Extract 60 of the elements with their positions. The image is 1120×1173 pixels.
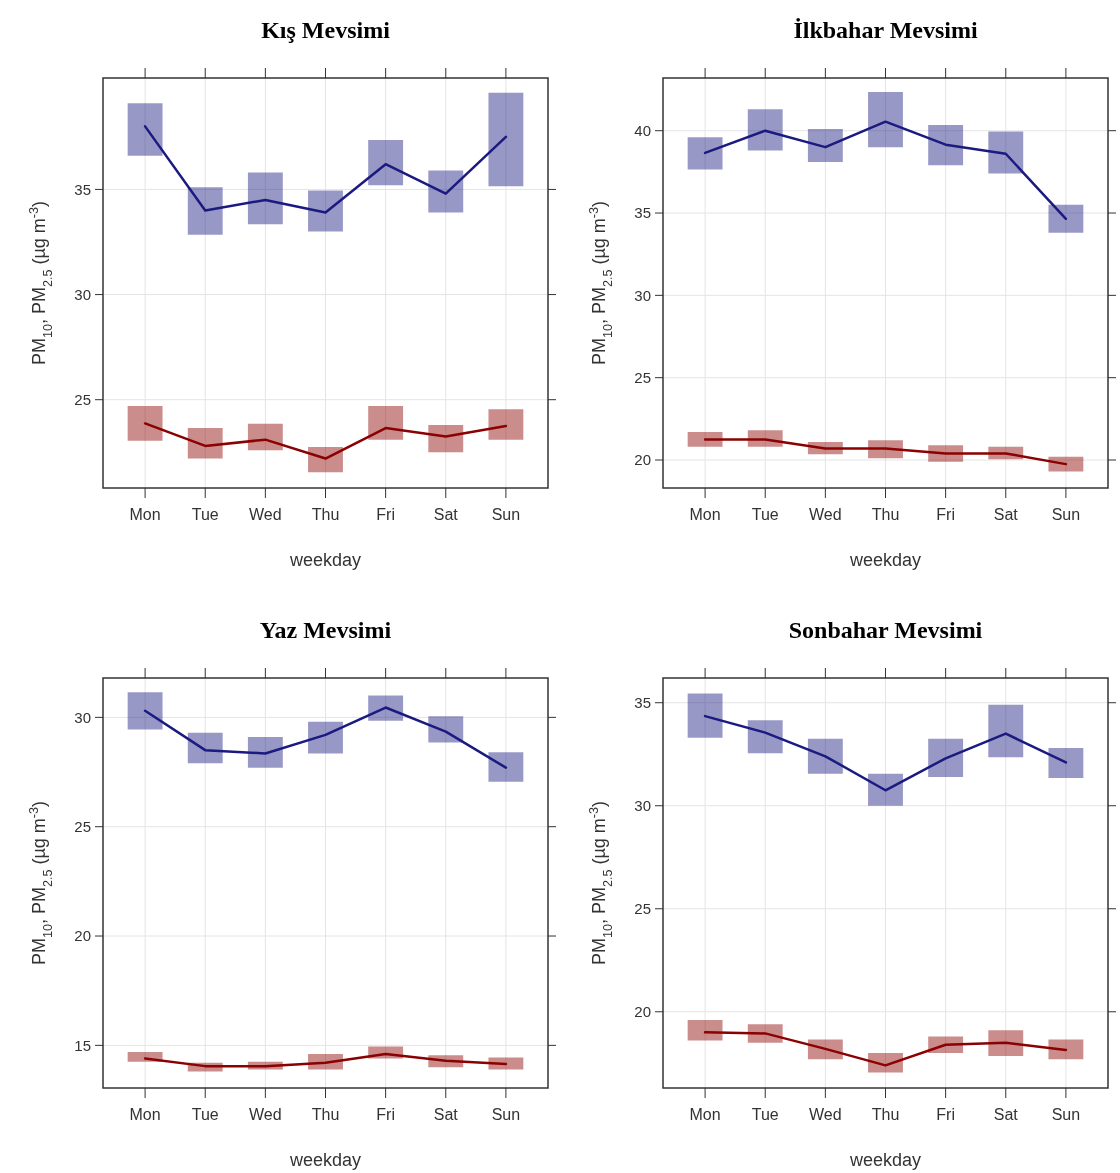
chart-title: Kış Mevsimi — [261, 17, 391, 43]
line-series — [703, 714, 1068, 792]
y-tick-label: 30 — [74, 285, 91, 303]
x-tick-label: Fri — [936, 506, 955, 523]
line-series — [143, 125, 508, 214]
x-tick-label: Wed — [249, 506, 282, 523]
y-tick-label: 40 — [634, 121, 651, 139]
line-series — [703, 120, 1068, 221]
x-tick-label: Fri — [376, 506, 395, 523]
x-tick-label: Tue — [751, 506, 779, 523]
x-tick-label: Sat — [433, 1106, 459, 1123]
y-tick-label: 15 — [74, 1036, 91, 1054]
y-tick-label: 20 — [634, 451, 651, 469]
chart-title: Sonbahar Mevsimi — [788, 617, 983, 643]
y-tick-label: 25 — [634, 900, 651, 917]
x-tick-label: Tue — [191, 1106, 219, 1123]
y-tick-label: 30 — [74, 708, 91, 726]
y-tick-label: 35 — [634, 693, 651, 711]
x-tick-label: Thu — [871, 1106, 900, 1123]
y-tick-label: 30 — [634, 796, 651, 814]
x-tick-label: Sun — [1051, 506, 1081, 523]
line-series — [143, 706, 508, 769]
x-tick-label: Sat — [993, 506, 1019, 523]
x-tick-label: Tue — [191, 506, 219, 523]
chart-title: Yaz Mevsimi — [259, 617, 392, 643]
line-series — [143, 1052, 508, 1068]
chart-title: İlkbahar Mevsimi — [793, 17, 978, 43]
x-tick-label: Thu — [871, 506, 900, 523]
x-axis-title: weekday — [848, 1150, 922, 1170]
y-tick-label: 30 — [634, 286, 651, 304]
x-tick-label: Sun — [1051, 1106, 1081, 1123]
y-tick-label: 20 — [74, 927, 91, 945]
y-tick-label: 25 — [634, 368, 651, 386]
line-series — [143, 422, 508, 460]
x-tick-label: Wed — [809, 1106, 842, 1123]
x-tick-label: Fri — [936, 1106, 955, 1123]
y-tick-label: 20 — [634, 1003, 651, 1021]
x-tick-label: Tue — [751, 1106, 779, 1123]
x-tick-label: Sat — [433, 506, 459, 523]
y-tick-label: 25 — [74, 817, 91, 835]
line-series — [703, 1031, 1068, 1067]
y-tick-label: 35 — [634, 204, 651, 222]
x-axis-title: weekday — [288, 1150, 362, 1170]
x-tick-label: Thu — [311, 506, 340, 523]
x-axis-title: weekday — [848, 550, 922, 570]
x-tick-label: Wed — [249, 1106, 282, 1123]
x-axis-title: weekday — [288, 550, 362, 570]
x-tick-label: Sun — [491, 1106, 521, 1123]
x-tick-label: Sun — [491, 506, 521, 523]
x-tick-label: Thu — [311, 1106, 340, 1123]
x-tick-label: Mon — [129, 506, 161, 523]
x-tick-label: Mon — [689, 506, 721, 523]
x-tick-label: Mon — [689, 1106, 721, 1123]
line-series — [703, 438, 1068, 466]
x-tick-label: Wed — [809, 506, 842, 523]
y-tick-label: 25 — [74, 390, 91, 408]
x-tick-label: Fri — [376, 1106, 395, 1123]
x-tick-label: Mon — [129, 1106, 161, 1123]
y-tick-label: 35 — [74, 180, 91, 198]
x-tick-label: Sat — [993, 1106, 1019, 1123]
